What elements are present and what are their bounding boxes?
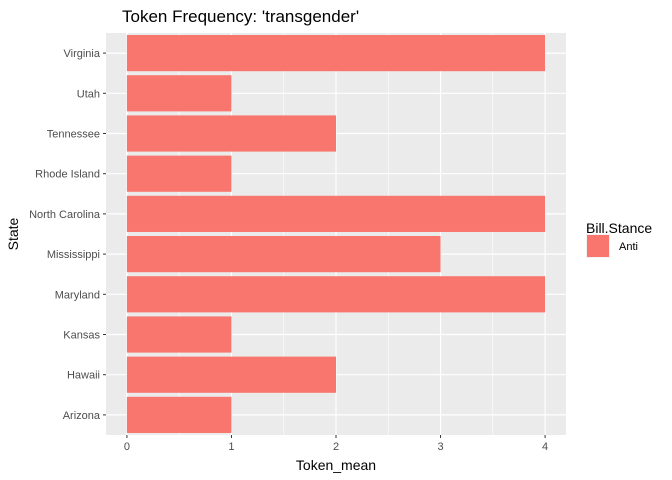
x-axis-ticks: 0 1 2 3 4 (124, 435, 548, 453)
y-tick-label-maryland: Maryland (55, 289, 100, 301)
bar-mississippi (126, 236, 441, 273)
bar-kansas (126, 316, 232, 353)
y-axis-ticks: Arizona Hawaii Kansas Maryland Mississippi No… (29, 48, 106, 422)
bar-virginia (126, 35, 546, 72)
bar-tennessee (126, 115, 336, 152)
legend-title: Bill.Stance (586, 220, 652, 236)
x-axis-title: Token_mean (296, 457, 376, 473)
x-tick-label-1: 1 (228, 441, 234, 453)
y-tick-label-arizona: Arizona (63, 410, 101, 422)
y-tick-label-tennessee: Tennessee (47, 129, 100, 141)
y-tick-label-virginia: Virginia (64, 48, 101, 60)
bars (126, 35, 546, 433)
y-tick-label-north-carolina: North Carolina (29, 209, 101, 221)
y-tick-label-utah: Utah (77, 88, 100, 100)
legend-label-anti: Anti (619, 241, 638, 253)
bar-north-carolina (126, 195, 546, 232)
y-tick-label-rhode-island: Rhode Island (35, 169, 100, 181)
x-tick-label-2: 2 (333, 441, 339, 453)
y-tick-label-kansas: Kansas (63, 330, 100, 342)
y-tick-label-mississippi: Mississippi (47, 249, 100, 261)
y-axis-title: State (5, 217, 21, 250)
bar-utah (126, 75, 232, 112)
x-tick-label-0: 0 (124, 441, 130, 453)
legend: Bill.Stance Anti (586, 220, 652, 258)
x-tick-label-4: 4 (542, 441, 548, 453)
bar-maryland (126, 276, 546, 313)
bar-arizona (126, 396, 232, 433)
bar-hawaii (126, 356, 336, 393)
y-tick-label-hawaii: Hawaii (67, 370, 100, 382)
bar-rhode-island (126, 155, 232, 192)
chart-title: Token Frequency: 'transgender' (122, 7, 359, 26)
legend-swatch-anti (587, 235, 609, 257)
x-tick-label-3: 3 (437, 441, 443, 453)
